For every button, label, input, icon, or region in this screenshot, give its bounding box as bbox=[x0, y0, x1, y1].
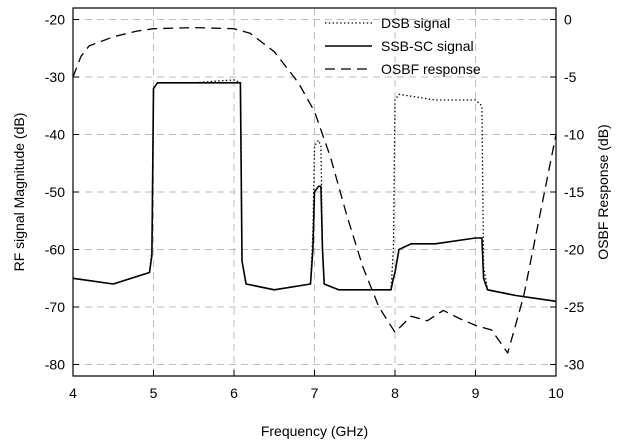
y-tick-label: -30 bbox=[45, 69, 65, 85]
series-line-1 bbox=[72, 79, 557, 302]
legend-label: SSB-SC signal bbox=[381, 38, 474, 54]
y2-tick-label: -10 bbox=[564, 127, 584, 143]
grid-lines bbox=[73, 8, 556, 376]
y-tick-label: -70 bbox=[45, 299, 65, 315]
x-tick-label: 6 bbox=[230, 385, 238, 401]
y-tick-label: -60 bbox=[45, 242, 65, 258]
y-tick-label: -40 bbox=[45, 127, 65, 143]
y2-tick-label: -15 bbox=[564, 184, 584, 200]
y-tick-label: -50 bbox=[45, 184, 65, 200]
y2-tick-label: -25 bbox=[564, 299, 584, 315]
y2-tick-label: 0 bbox=[564, 12, 572, 28]
legend-label: DSB signal bbox=[381, 15, 450, 31]
y-tick-label: -20 bbox=[45, 12, 65, 28]
series-layer bbox=[72, 26, 557, 354]
series-line-2 bbox=[72, 82, 557, 303]
y-tick-label: -80 bbox=[45, 357, 65, 373]
y-axis-title: RF signal Magnitude (dB) bbox=[11, 113, 27, 272]
axis-ticks: 4 5 6 7 8 9 10 -20 -30 -40 -50 -60 -70 -80 0 -5 -10 -15 -2… bbox=[45, 12, 585, 402]
x-tick-label: 8 bbox=[391, 385, 399, 401]
x-tick-label: 10 bbox=[548, 385, 564, 401]
y2-tick-label: -20 bbox=[564, 242, 584, 258]
x-tick-label: 4 bbox=[69, 385, 77, 401]
x-tick-label: 5 bbox=[150, 385, 158, 401]
legend: DSB signal SSB-SC signal OSBF response bbox=[325, 15, 481, 77]
x-axis-title: Frequency (GHz) bbox=[261, 423, 368, 439]
y2-tick-label: -5 bbox=[564, 69, 577, 85]
x-tick-label: 7 bbox=[311, 385, 319, 401]
y2-axis-title: OSBF Response (dB) bbox=[595, 124, 611, 259]
x-tick-label: 9 bbox=[472, 385, 480, 401]
series-line-3 bbox=[72, 26, 557, 354]
legend-label: OSBF response bbox=[381, 61, 481, 77]
y2-tick-label: -30 bbox=[564, 357, 584, 373]
